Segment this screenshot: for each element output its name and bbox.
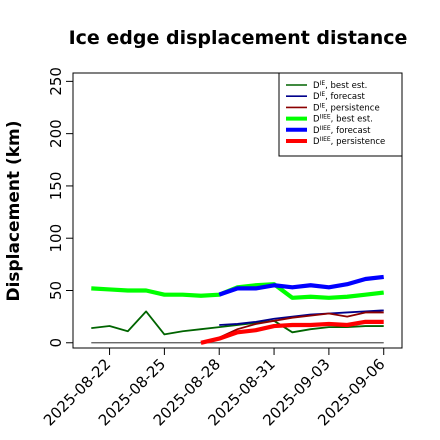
series-line-0 — [91, 310, 384, 336]
legend-label-5: DIIEE, persistence — [313, 136, 385, 147]
legend-label-2: DIE, persistence — [313, 102, 380, 113]
y-tick-label: 0 — [47, 338, 65, 348]
series-line-5 — [200, 319, 384, 345]
plot-frame — [72, 72, 403, 349]
legend-label-1: DIE, forecast — [313, 91, 366, 102]
y-tick-label: 200 — [47, 119, 65, 148]
y-tick-label: 50 — [47, 281, 65, 300]
series-line-1 — [219, 309, 384, 326]
chart-title: Ice edge displacement distance — [69, 27, 408, 49]
series-line-2 — [218, 311, 384, 339]
y-tick-label: 250 — [47, 67, 65, 96]
plot-area — [91, 274, 384, 345]
legend-label-4: DIIEE, forecast — [313, 125, 371, 136]
legend-label-0: DIE, best est. — [313, 80, 367, 91]
series-line-4 — [218, 274, 384, 297]
legend-label-3: DIIEE, best est. — [313, 114, 373, 125]
y-axis-label: Displacement (km) — [4, 120, 24, 301]
y-tick-label: 150 — [47, 172, 65, 201]
y-tick-label: 100 — [47, 224, 65, 253]
